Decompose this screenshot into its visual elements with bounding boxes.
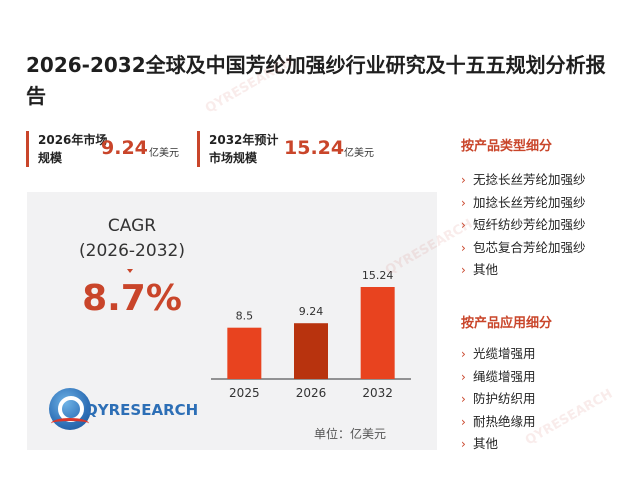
chevron-right-icon: › [461,263,466,277]
bar-2032 [360,287,395,379]
page-title: 2026-2032全球及中国芳纶加强纱行业研究及十五五规划分析报告 [26,53,606,108]
bar-2025 [227,327,262,379]
cagr-period: (2026-2032) [79,241,185,261]
chevron-right-icon: › [461,173,466,187]
bar-chart: 8.5 2025 9.24 2026 15.24 2032 [211,269,411,400]
chevron-right-icon: › [461,240,466,255]
stat-value: 15.24 [284,137,345,159]
stat-unit: 亿美元 [344,148,374,159]
chevron-right-icon: › [461,347,466,361]
list-item: › 光缆增强用 [461,343,536,366]
stat-2032-market-size: 2032年预计市场规模 15.24 亿美元 [197,131,396,167]
stat-label: 2032年预计市场规模 [209,133,279,165]
data-label-2026: 9.24 [299,305,324,318]
chevron-right-icon: › [461,437,466,451]
logo-text: QYRESEARCH [85,401,199,419]
list-item: › 其他 [461,259,586,282]
list-item: › 短纤纺纱芳纶加强纱 [461,214,586,237]
list-item: › 无捻长丝芳纶加强纱 [461,169,586,192]
application-segment-list: › 光缆增强用 › 绳缆增强用 › 防护纺织用 › 耐热绝缘用 › 其他 [461,343,536,456]
data-label-2032: 15.24 [362,269,394,282]
stat-unit: 亿美元 [149,148,179,159]
cagr-label: CAGR [107,216,157,236]
unit-note: 单位：亿美元 [314,427,387,441]
chevron-right-icon: › [461,392,466,406]
chevron-right-icon: › [461,369,466,384]
list-item: › 加捻长丝芳纶加强纱 [461,192,586,215]
globe-icon [49,388,91,430]
qyresearch-logo: QYRESEARCH [49,388,199,432]
chevron-right-icon: › [461,414,466,429]
type-segment-list: › 无捻长丝芳纶加强纱 › 加捻长丝芳纶加强纱 › 短纤纺纱芳纶加强纱 › 包芯复合芳纶… [461,169,586,282]
chart-panel: CAGR (2026-2032) 8.7% QYRESEARCH 8.5 2025… [27,192,437,450]
tick-label-2026: 2026 [296,386,327,400]
stat-label: 2026年市场规模 [38,133,108,165]
chevron-right-icon: › [461,195,466,210]
list-item: › 绳缆增强用 [461,366,536,389]
cagr-value: 8.7% [82,278,182,319]
data-label-2025: 8.5 [236,310,254,323]
tick-label-2025: 2025 [229,386,260,400]
bar-2026 [294,323,328,379]
stat-value: 9.24 [101,137,148,159]
cagr-arrow-icon [127,269,133,273]
tick-label-2032: 2032 [362,386,393,400]
list-item: › 包芯复合芳纶加强纱 [461,237,586,260]
watermark: QYRESEARCH [522,386,616,449]
list-item: › 其他 [461,433,536,456]
chevron-right-icon: › [461,218,466,232]
application-segment-heading: 按产品应用细分 [461,316,553,331]
type-segment-heading: 按产品类型细分 [461,139,553,154]
list-item: › 防护纺织用 [461,388,536,411]
list-item: › 耐热绝缘用 [461,411,536,434]
stat-2026-market-size: 2026年市场规模 9.24 亿美元 [26,131,195,167]
